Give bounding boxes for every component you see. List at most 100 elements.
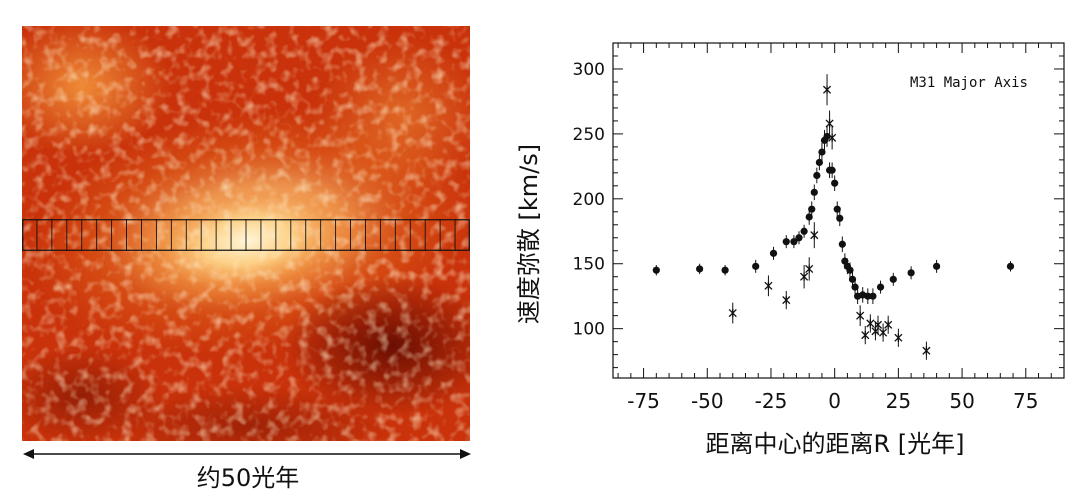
data-point-star	[922, 341, 931, 360]
star-marker	[805, 264, 814, 274]
y-tick-label: 300	[573, 60, 605, 80]
x-tick-label: 75	[1013, 389, 1038, 413]
data-point-star	[873, 315, 883, 334]
data-point-circle	[696, 263, 704, 275]
star-marker	[861, 330, 870, 340]
circle-marker	[696, 265, 704, 273]
x-tick-label: 0	[828, 389, 841, 413]
circle-marker	[810, 188, 818, 196]
star-marker	[782, 295, 791, 305]
data-point-star	[764, 275, 773, 297]
data-point-circle	[932, 259, 941, 273]
data-point-circle	[869, 288, 877, 304]
star-marker	[822, 85, 832, 94]
star-marker	[728, 308, 737, 318]
star-marker	[884, 320, 893, 329]
circle-marker	[851, 283, 859, 291]
circle-marker	[808, 205, 816, 213]
star-marker	[828, 133, 837, 142]
data-point-circle	[810, 184, 818, 201]
data-point-star	[879, 323, 888, 342]
circle-marker	[831, 179, 839, 187]
circle-marker	[838, 240, 846, 248]
star-marker	[922, 346, 931, 355]
data-point-circle	[836, 210, 844, 227]
circle-marker	[932, 262, 941, 270]
data-point-star	[728, 302, 737, 324]
data-point-star	[782, 291, 791, 310]
chart-annotation: M31 Major Axis	[910, 75, 1028, 91]
scale-bar-arrow	[23, 449, 471, 459]
data-point-circle	[907, 266, 915, 280]
y-tick-label: 200	[573, 190, 605, 210]
data-point-star	[861, 326, 870, 345]
circle-marker	[818, 148, 826, 156]
star-marker	[866, 319, 875, 328]
star-marker	[800, 272, 809, 281]
data-point-circle	[815, 154, 823, 171]
data-point-circle	[800, 224, 808, 238]
data-point-circle	[808, 201, 816, 217]
y-axis-title: 速度弥散 [km/s]	[515, 144, 543, 324]
data-point-circle	[721, 265, 729, 276]
data-point-circle	[795, 231, 803, 245]
circle-marker	[769, 249, 778, 257]
circle-marker	[782, 238, 790, 246]
circle-marker	[907, 269, 915, 277]
data-point-circle	[838, 236, 846, 253]
circle-marker	[795, 234, 803, 242]
circle-marker	[652, 266, 660, 274]
circle-marker	[846, 266, 854, 274]
circle-marker	[805, 213, 813, 221]
circle-marker	[790, 238, 798, 246]
circle-marker	[848, 275, 857, 283]
galaxy-image-panel	[22, 26, 470, 441]
circle-marker	[815, 158, 823, 167]
data-point-circle	[831, 175, 839, 192]
data-point-star	[822, 74, 832, 106]
plot-axes	[612, 42, 1065, 379]
star-marker	[856, 311, 865, 320]
data-point-circle	[652, 265, 660, 276]
circle-marker	[876, 283, 885, 291]
data-point-circle	[833, 201, 841, 217]
data-point-star	[810, 222, 819, 249]
x-axis-title: 距离中心的距离R [光年]	[705, 430, 964, 458]
galaxy-core-image	[22, 26, 470, 441]
data-point-star	[800, 265, 809, 289]
data-point-star	[805, 257, 814, 281]
data-point-circle	[769, 246, 778, 260]
circle-marker	[833, 205, 841, 213]
data-point-circle	[851, 279, 859, 295]
y-tick-label: 150	[573, 255, 605, 275]
data-point-circle	[790, 235, 798, 249]
data-point-star	[828, 126, 837, 150]
star-marker	[810, 230, 819, 240]
scale-bar-label: 约50光年	[196, 464, 300, 492]
x-tick-label: -25	[755, 389, 788, 413]
x-tick-label: -75	[627, 389, 660, 413]
circle-marker	[800, 227, 808, 235]
data-point-star	[884, 315, 893, 334]
x-tick-label: 25	[886, 389, 911, 413]
circle-marker	[864, 292, 872, 300]
axis-ticks: -75 -50 -25 0 25 50 75 100 150 200 250 300	[573, 42, 1065, 413]
spectrograph-slit-overlay	[22, 219, 470, 251]
data-point-star	[825, 110, 834, 137]
data-point-circle	[864, 288, 872, 304]
data-point-circle	[1006, 261, 1015, 272]
data-point-circle	[752, 259, 760, 273]
star-marker	[879, 328, 888, 337]
circle-marker	[752, 262, 760, 270]
circle-marker	[813, 171, 821, 180]
data-points	[652, 74, 1015, 360]
circle-marker	[1006, 262, 1015, 270]
data-point-circle	[848, 271, 857, 288]
data-point-circle	[846, 262, 854, 279]
data-point-star	[871, 322, 880, 341]
circle-marker	[836, 214, 844, 222]
circle-marker	[869, 292, 877, 300]
data-point-circle	[889, 272, 897, 286]
star-marker	[764, 281, 773, 291]
data-point-star	[856, 305, 865, 327]
